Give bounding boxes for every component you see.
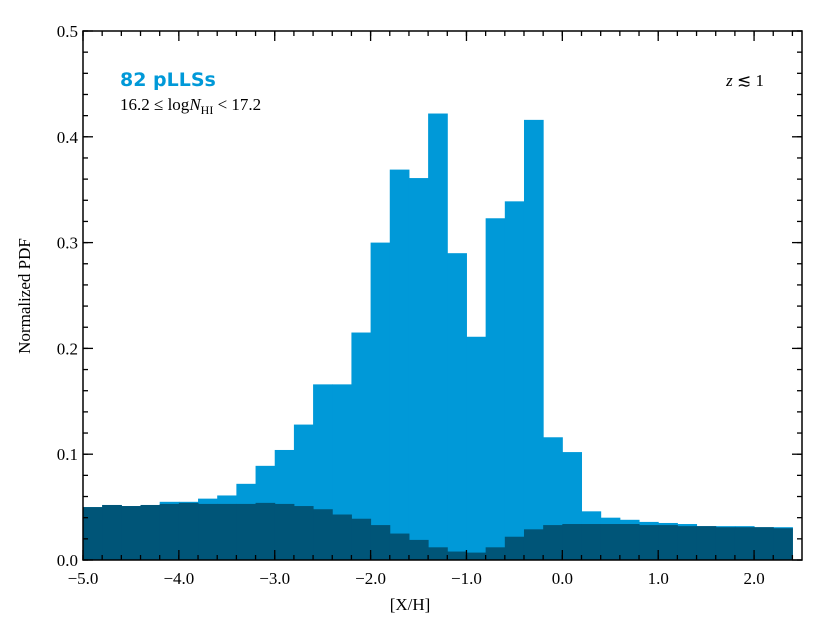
annotation: 82 pLLSs: [120, 69, 216, 91]
bar: [236, 503, 257, 560]
bar: [619, 524, 640, 560]
bar: [178, 502, 199, 560]
bar: [696, 526, 717, 560]
bar: [140, 504, 161, 560]
bar: [485, 218, 506, 561]
bar: [370, 242, 391, 560]
annotation: 16.2 ≤ logNHI < 17.2: [120, 95, 261, 117]
x-tick-label: −5.0: [68, 569, 99, 588]
bar: [159, 503, 180, 560]
bar: [715, 527, 736, 560]
bar: [428, 113, 448, 561]
bar: [389, 533, 410, 560]
bar: [734, 527, 755, 560]
x-tick-label: −3.0: [259, 569, 290, 588]
bar: [543, 525, 563, 560]
bar: [351, 518, 372, 560]
bar: [485, 547, 506, 560]
bar: [658, 525, 678, 560]
annotation-text: z: [725, 71, 733, 90]
bar: [408, 178, 429, 560]
y-tick-label: 0.5: [57, 22, 78, 41]
bar: [274, 503, 295, 560]
annotation-text: < 17.2: [213, 95, 261, 114]
bar: [562, 524, 583, 560]
bar: [600, 524, 621, 560]
bar: [313, 509, 333, 560]
x-axis-label: [X/H]: [390, 595, 431, 614]
annotation-text: 82 pLLSs: [120, 69, 216, 91]
bar: [351, 332, 372, 560]
bar: [102, 504, 122, 560]
bar: [255, 502, 276, 560]
bar: [504, 536, 525, 560]
plot-frame: [82, 30, 803, 561]
bar: [198, 503, 218, 560]
y-tick-label: 0.1: [57, 445, 78, 464]
bar: [504, 201, 525, 560]
y-tick-label: 0.3: [57, 234, 78, 253]
y-tick-label: 0.2: [57, 339, 78, 358]
bar: [581, 524, 602, 560]
bar: [466, 552, 487, 560]
annotation-text: HI: [201, 103, 214, 117]
x-tick-label: −2.0: [355, 569, 386, 588]
annotation-text: 16.2 ≤ log: [120, 95, 190, 114]
bar: [217, 503, 237, 560]
bar: [332, 514, 352, 560]
x-tick-label: 1.0: [648, 569, 669, 588]
bar: [408, 539, 429, 560]
bar: [370, 525, 391, 560]
x-tick-label: −1.0: [451, 569, 482, 588]
plot-area: −5.0 −4.0 −3.0 −2.0 −1.0 0.0 1.0 2.0 0.0 0.1 0.2 0.…: [57, 22, 803, 588]
annotation: z ≲ 1: [725, 71, 764, 90]
y-tick-label: 0.4: [57, 128, 79, 147]
bar: [677, 526, 698, 560]
bar: [447, 551, 467, 560]
bar: [523, 119, 544, 560]
y-axis-label: Normalized PDF: [15, 238, 34, 354]
bar: [523, 529, 544, 560]
annotation-text: N: [188, 95, 202, 114]
bar: [389, 169, 410, 560]
bar: [293, 506, 314, 560]
bar: [773, 528, 793, 560]
bar: [639, 525, 659, 560]
x-tick-label: −4.0: [163, 569, 194, 588]
bar: [754, 527, 774, 560]
bar: [121, 506, 142, 560]
bar: [428, 547, 448, 560]
bar: [83, 507, 103, 560]
annotation-text: ≲ 1: [733, 71, 764, 90]
bar: [466, 336, 487, 560]
x-tick-label: 2.0: [743, 569, 764, 588]
bar: [447, 253, 467, 560]
x-tick-label: 0.0: [552, 569, 573, 588]
y-tick-label: 0.0: [57, 551, 78, 570]
